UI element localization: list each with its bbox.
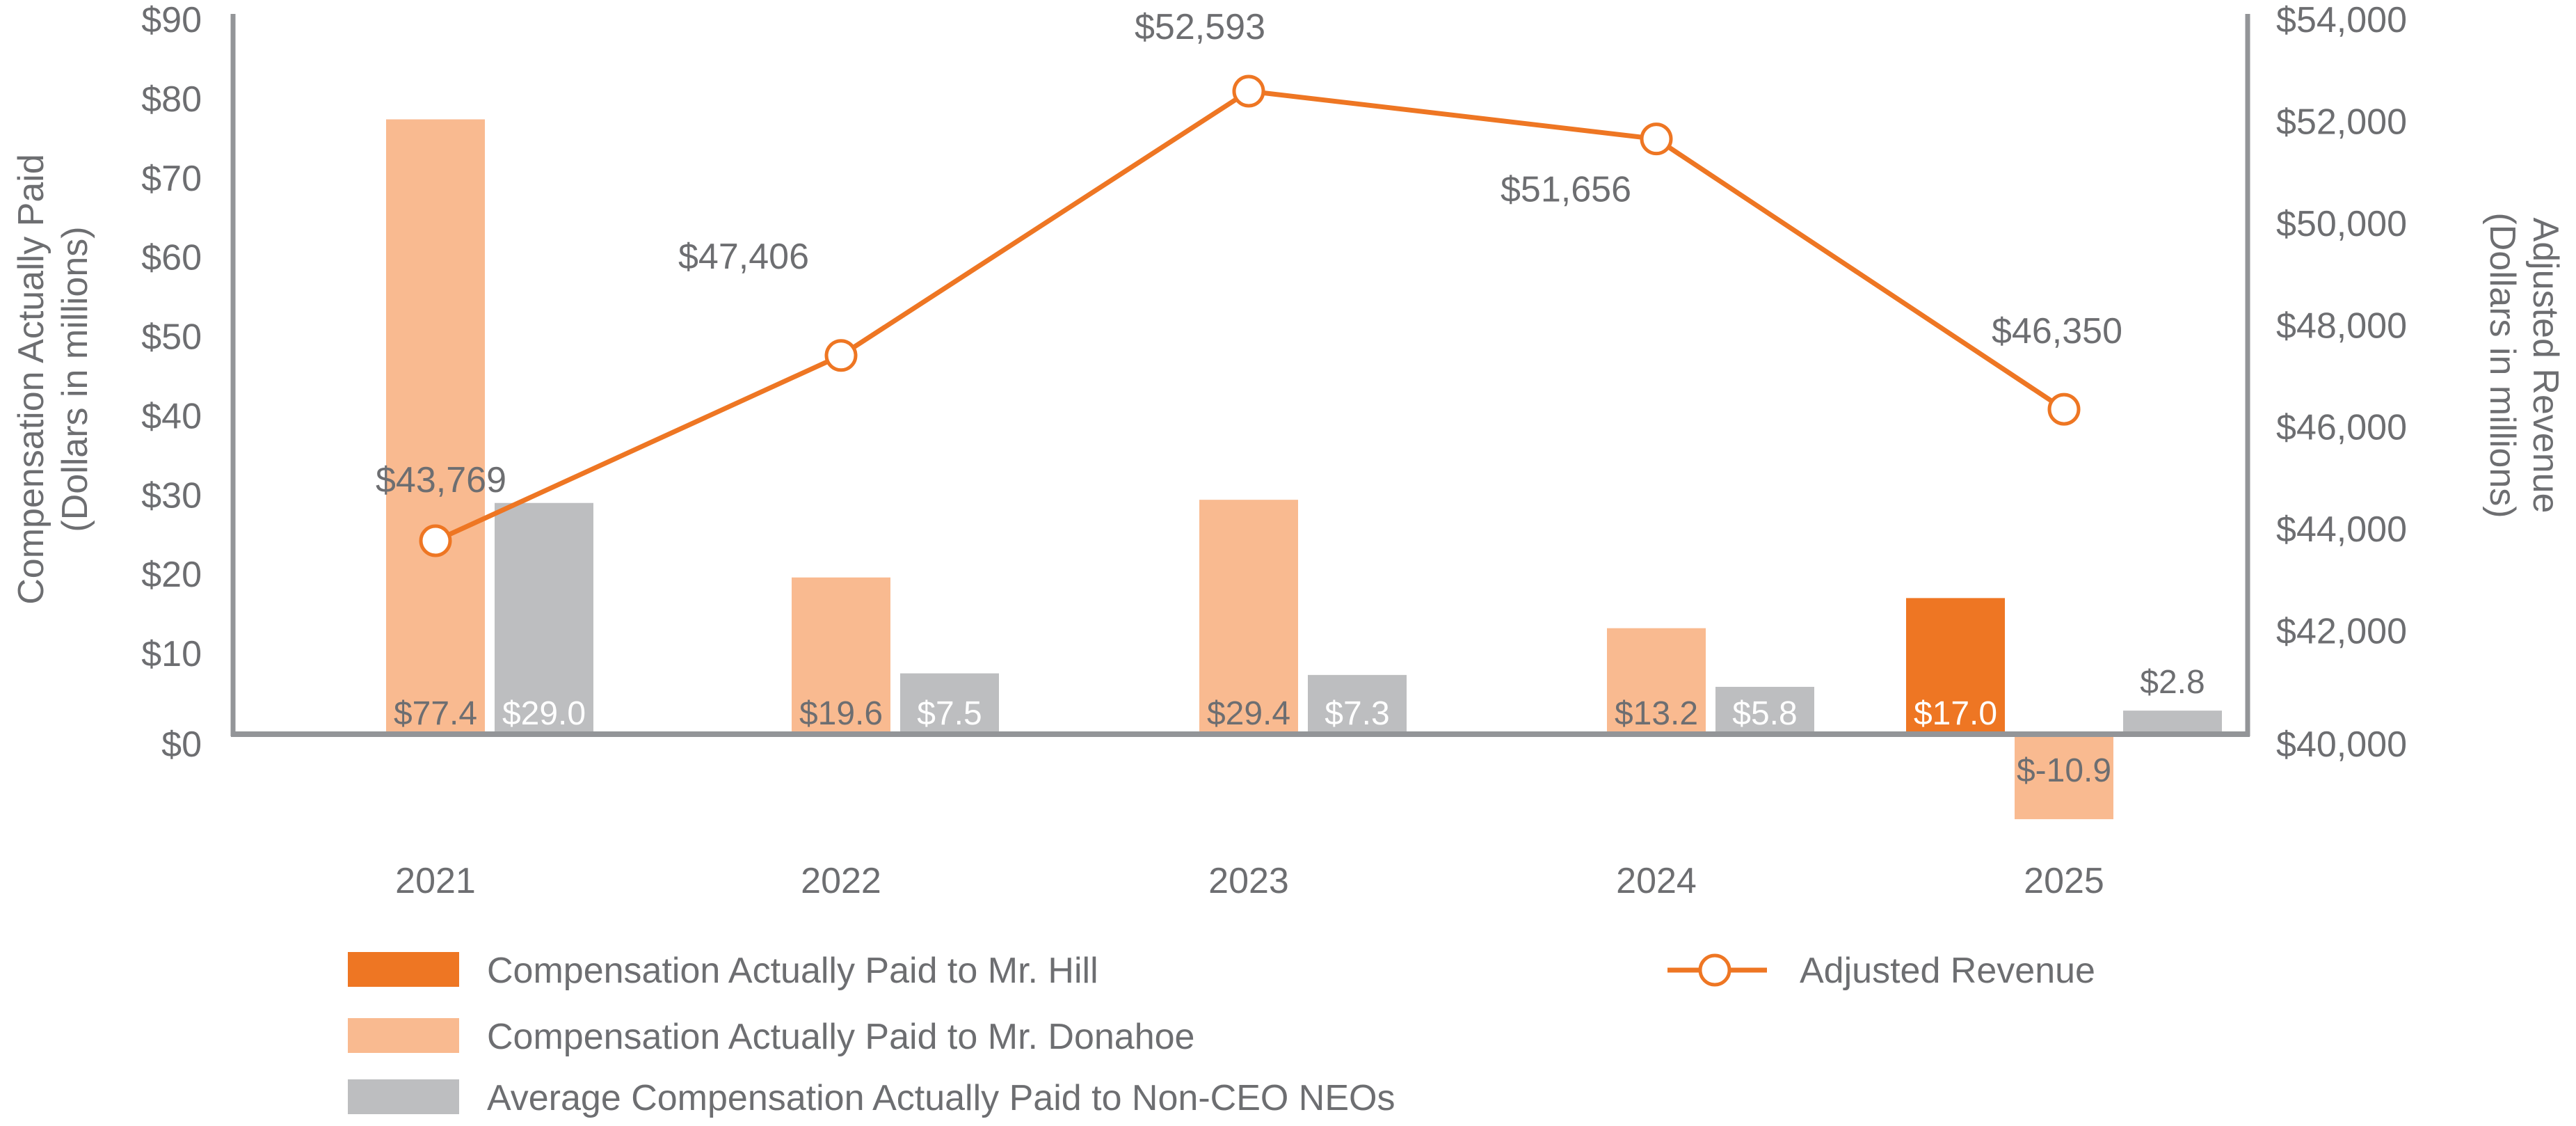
bar xyxy=(900,673,999,733)
revenue-point xyxy=(2047,392,2081,426)
revenue-data-label: $47,406 xyxy=(678,237,809,277)
left-tick-label: $40 xyxy=(141,396,202,436)
right-tick-label: $52,000 xyxy=(2276,102,2407,142)
revenue-point xyxy=(1640,122,1673,156)
left-tick-label: $10 xyxy=(141,634,202,674)
bar xyxy=(1715,686,1814,733)
right-tick-label: $50,000 xyxy=(2276,204,2407,244)
revenue-line-path xyxy=(434,88,2065,544)
left-tick-label: $90 xyxy=(141,0,202,40)
revenue-point xyxy=(419,524,452,557)
x-tick-label: 2021 xyxy=(395,861,476,901)
bar xyxy=(1906,598,2005,733)
bar xyxy=(495,502,593,733)
labels: $17.0 $77.4 $19.6 $29.4 $13.2 $-10.9 $29.0 $7.5… xyxy=(376,7,2205,789)
right-tick-label: $40,000 xyxy=(2276,724,2407,765)
revenue-point xyxy=(1232,74,1265,108)
legend-swatch xyxy=(348,1079,459,1114)
left-tick-label: $50 xyxy=(141,317,202,358)
bar-data-label: $2.8 xyxy=(2140,664,2205,701)
legend: Compensation Actually Paid to Mr. Hill Co… xyxy=(348,951,2095,1118)
left-axis-title: Compensation Actually Paid xyxy=(11,154,51,605)
left-axis-subtitle: (Dollars in millions) xyxy=(55,226,95,532)
right-axis-subtitle: (Dollars in millions) xyxy=(2482,212,2522,518)
left-tick-label: $30 xyxy=(141,475,202,516)
revenue-data-label: $51,656 xyxy=(1501,170,1631,210)
right-tick-label: $42,000 xyxy=(2276,612,2407,652)
bar-data-label: $13.2 xyxy=(1615,695,1698,732)
axes: $0 $10 $20 $30 $40 $50 $60 $70 $80 $90 $40,000 $42,… xyxy=(11,0,2566,901)
bar-data-label: $77.4 xyxy=(394,695,477,732)
x-tick-label: 2023 xyxy=(1208,861,1289,901)
x-tick-label: 2022 xyxy=(801,861,881,901)
left-tick-label: $60 xyxy=(141,238,202,278)
legend-label: Compensation Actually Paid to Mr. Donaho… xyxy=(487,1017,1194,1057)
right-tick-label: $54,000 xyxy=(2276,0,2407,40)
legend-swatch xyxy=(348,952,459,987)
bar-data-label: $5.8 xyxy=(1732,695,1797,732)
bar xyxy=(2123,711,2222,733)
left-tick-label: $80 xyxy=(141,79,202,120)
bar-data-label: $19.6 xyxy=(799,695,883,732)
bar xyxy=(386,119,485,733)
bar xyxy=(792,577,890,733)
bar-data-label: $-10.9 xyxy=(2017,752,2111,789)
legend-swatch xyxy=(348,1018,459,1053)
left-tick-label: $0 xyxy=(161,724,202,765)
bar-data-label: $7.5 xyxy=(917,695,982,732)
left-tick-label: $70 xyxy=(141,159,202,199)
revenue-data-label: $43,769 xyxy=(376,460,506,500)
revenue-point xyxy=(824,339,858,372)
revenue-data-label: $46,350 xyxy=(1992,311,2122,351)
legend-label: Compensation Actually Paid to Mr. Hill xyxy=(487,951,1098,991)
legend-marker xyxy=(1698,953,1731,987)
x-tick-label: 2025 xyxy=(2024,861,2104,901)
legend-label: Average Compensation Actually Paid to No… xyxy=(487,1078,1395,1118)
right-tick-label: $44,000 xyxy=(2276,509,2407,550)
revenue-line xyxy=(419,74,2081,557)
bars xyxy=(386,119,2222,820)
bar xyxy=(1607,628,1706,733)
bar xyxy=(2015,733,2113,820)
revenue-data-label: $52,593 xyxy=(1135,7,1265,47)
bar-data-label: $17.0 xyxy=(1914,695,1997,732)
right-axis-title: Adjusted Revenue xyxy=(2525,218,2566,514)
bar-data-label: $29.0 xyxy=(502,695,586,732)
right-tick-label: $46,000 xyxy=(2276,408,2407,448)
right-tick-label: $48,000 xyxy=(2276,306,2407,346)
bar xyxy=(1199,500,1298,733)
bar-data-label: $29.4 xyxy=(1207,695,1290,732)
bar xyxy=(1308,674,1407,733)
left-tick-label: $20 xyxy=(141,555,202,595)
legend-label: Adjusted Revenue xyxy=(1800,951,2095,991)
x-tick-label: 2024 xyxy=(1616,861,1697,901)
bar-data-label: $7.3 xyxy=(1325,695,1389,732)
